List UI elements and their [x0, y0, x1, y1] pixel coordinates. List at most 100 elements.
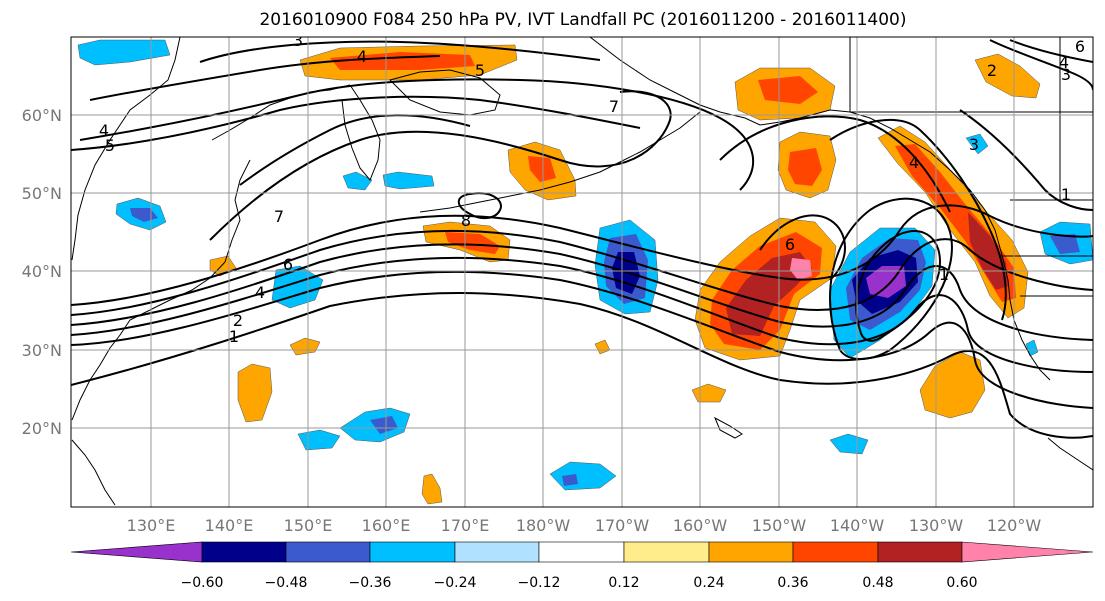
- pv-contour: [719, 115, 951, 213]
- lon-label: 120°W: [987, 516, 1042, 535]
- contour-label: 1: [939, 265, 949, 284]
- lon-label: 160°E: [362, 516, 411, 535]
- contour-label: 8: [461, 211, 471, 230]
- anomaly-negative-strong: [1050, 234, 1080, 254]
- colorbar-tick-label: −0.12: [518, 575, 561, 591]
- pv-contour: [71, 292, 1093, 439]
- contour-label: 4: [357, 47, 367, 66]
- lat-label: 20°N: [22, 419, 62, 438]
- anomaly-negative: [271, 265, 324, 309]
- pv-contour: [71, 270, 1093, 409]
- longitude-labels: 130°E 140°E 150°E 160°E 170°E 180°W 170°…: [127, 516, 1042, 535]
- contour-label: 4: [255, 283, 265, 302]
- pv-contour: [199, 40, 601, 63]
- anomaly-positive-strong: [528, 156, 556, 182]
- coastline: [71, 439, 116, 506]
- contour-label: 2: [233, 311, 243, 330]
- colorbar-segment: [369, 541, 456, 563]
- contour-label: 3: [293, 31, 303, 50]
- colorbar-segment: [792, 541, 879, 563]
- lon-label: 140°W: [830, 516, 885, 535]
- pv-contours: [71, 39, 1093, 439]
- latitude-labels: 60°N 50°N 40°N 30°N 20°N: [22, 106, 62, 438]
- coastline: [539, 111, 701, 191]
- colorbar-tick-label: 0.48: [862, 575, 893, 591]
- colorbar-ticks: −0.60 −0.48 −0.36 −0.24 −0.12 0.12 0.24 …: [181, 575, 978, 591]
- pv-contour: [71, 229, 1093, 316]
- map-frame: [70, 36, 1094, 508]
- pv-contour: [829, 119, 1007, 321]
- pv-contour: [71, 95, 641, 151]
- anomaly-negative: [829, 433, 869, 455]
- contour-label: 1: [229, 327, 239, 346]
- pv-contour: [959, 109, 1093, 211]
- anomaly-negative-extreme: [866, 266, 906, 298]
- contour-label: 5: [475, 61, 485, 80]
- anomaly-positive-strongest: [790, 258, 812, 280]
- contour-label: 6: [1075, 37, 1085, 56]
- lon-label: 130°E: [127, 516, 176, 535]
- anomaly-positive: [289, 337, 321, 356]
- colorbar-segment: [708, 541, 794, 563]
- colorbar-tick-label: −0.36: [349, 575, 392, 591]
- lat-label: 50°N: [22, 184, 62, 203]
- colorbar-tick-label: 0.60: [946, 575, 977, 591]
- coastline: [224, 159, 251, 263]
- map-content: 3 4 5 4 5 7 7 8 6 4 2 1 6 4 1 3 1 2 3 4: [71, 31, 1093, 507]
- anomaly-positive: [974, 53, 1041, 99]
- pv-contour: [829, 197, 953, 360]
- lon-label: 170°E: [441, 516, 490, 535]
- colorbar-tick-label: 0.12: [608, 575, 639, 591]
- colorbar-segments: [70, 541, 1094, 563]
- contour-label: 7: [609, 97, 619, 116]
- anomaly-negative: [382, 171, 435, 190]
- pv-contour: [209, 90, 672, 241]
- contour-label: 5: [105, 136, 115, 155]
- pv-contour: [239, 114, 471, 186]
- contour-label: 4: [1059, 53, 1069, 72]
- anomaly-positive-strong: [788, 148, 822, 186]
- pv-contour: [855, 230, 942, 342]
- colorbar-tick-label: 0.24: [693, 575, 724, 591]
- map-panel: 3 4 5 4 5 7 7 8 6 4 2 1 6 4 1 3 1 2 3 4: [70, 31, 1094, 508]
- anomaly-negative: [77, 39, 171, 66]
- anomaly-negative: [965, 133, 989, 155]
- colorbar-tick-label: −0.24: [434, 575, 477, 591]
- coastline: [341, 84, 381, 181]
- lon-label: 160°W: [673, 516, 728, 535]
- pv-contour: [79, 78, 754, 191]
- coastline: [984, 209, 1051, 381]
- contour-label: 6: [283, 255, 293, 274]
- colorbar: −0.60 −0.48 −0.36 −0.24 −0.12 0.12 0.24 …: [70, 541, 1094, 591]
- shaded-anomalies: [77, 39, 1093, 505]
- pv-contour: [457, 192, 502, 220]
- lon-label: 150°W: [752, 516, 807, 535]
- contour-label: 4: [99, 121, 109, 140]
- colorbar-segment: [70, 541, 203, 563]
- contour-label: 3: [969, 135, 979, 154]
- pv-contour: [89, 55, 441, 101]
- pv-contour: [71, 256, 1093, 373]
- colorbar-tick-label: 0.36: [777, 575, 808, 591]
- anomaly-negative: [342, 171, 373, 191]
- colorbar-segment: [538, 541, 625, 563]
- contour-label: 6: [785, 235, 795, 254]
- colorbar-segment: [201, 541, 287, 563]
- coastline: [1047, 437, 1093, 471]
- graticule: [71, 37, 1093, 507]
- contour-labels: 3 4 5 4 5 7 7 8 6 4 2 1 6 4 1 3 1 2 3 4: [99, 31, 1085, 346]
- contour-label: 2: [987, 61, 997, 80]
- anomaly-positive: [421, 473, 443, 505]
- pv-contour: [71, 204, 1093, 306]
- coastline: [71, 37, 181, 261]
- contour-label: 1: [1061, 185, 1071, 204]
- anomaly-negative-strong: [370, 416, 398, 434]
- pv-contour: [989, 39, 1093, 91]
- anomaly-positive-stronger: [726, 252, 812, 336]
- lon-label: 140°E: [205, 516, 254, 535]
- lat-label: 40°N: [22, 262, 62, 281]
- colorbar-segment: [623, 541, 710, 563]
- contour-label: 4: [909, 153, 919, 172]
- lon-label: 180°W: [516, 516, 571, 535]
